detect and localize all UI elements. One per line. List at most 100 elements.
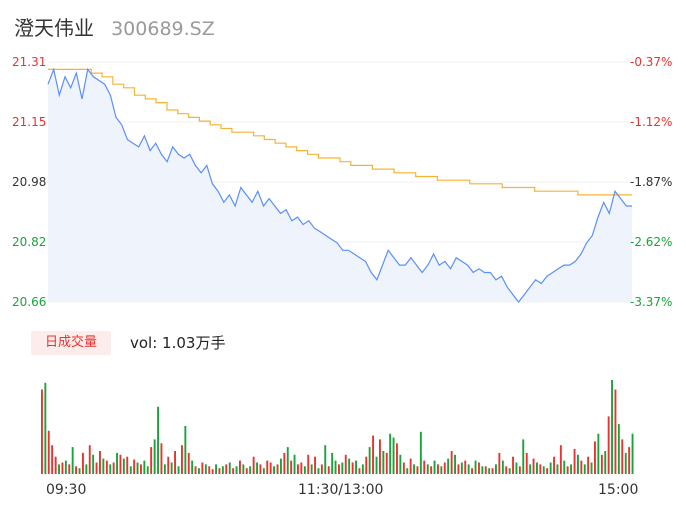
volume-bar <box>419 431 422 474</box>
volume-bar <box>498 452 501 474</box>
volume-bar <box>413 464 415 474</box>
volume-bar <box>122 458 125 474</box>
volume-bar <box>351 462 354 474</box>
volume-bar <box>273 466 275 474</box>
volume-bar <box>221 466 224 474</box>
volume-bar <box>283 452 286 474</box>
volume-bar <box>368 447 371 474</box>
volume-bar <box>51 445 54 474</box>
percent-tick-label: -2.62% <box>630 235 673 249</box>
volume-bar <box>529 464 532 474</box>
volume-bar <box>153 439 156 474</box>
volume-bar <box>454 454 456 474</box>
volume-bar <box>532 458 535 474</box>
volume-bar <box>68 464 71 474</box>
volume-bar <box>242 464 245 474</box>
volume-bar <box>389 433 392 474</box>
volume-bar <box>47 430 50 474</box>
volume-bar <box>116 452 118 474</box>
volume-bar <box>607 416 610 474</box>
volume-bar <box>464 460 467 474</box>
stock-header: 澄天伟业 300689.SZ <box>14 12 215 42</box>
volume-bar <box>566 466 569 474</box>
volume-bar <box>409 458 412 474</box>
volume-bar <box>447 458 450 474</box>
volume-bar <box>399 454 402 474</box>
volume-bar <box>146 466 149 474</box>
volume-bar <box>92 454 95 474</box>
volume-bar <box>348 458 351 474</box>
volume-bar <box>478 462 480 474</box>
volume-bar <box>266 460 269 474</box>
price-tick-label: 20.66 <box>12 295 47 309</box>
volume-bar <box>252 456 255 474</box>
volume-bar <box>542 466 545 474</box>
volume-bar <box>553 456 555 474</box>
volume-bar <box>590 462 593 474</box>
volume-bar <box>361 464 364 474</box>
volume-bar <box>515 462 518 474</box>
volume-bar <box>102 458 105 474</box>
volume-bar <box>41 389 43 474</box>
volume-bar <box>457 464 460 474</box>
volume-bar <box>204 464 207 474</box>
volume-bar <box>546 468 549 474</box>
volume-bar <box>433 460 436 474</box>
price-tick-label: 20.82 <box>12 235 47 249</box>
volume-bar <box>64 460 67 474</box>
volume-bar <box>396 443 398 474</box>
volume-bar <box>167 456 170 474</box>
volume-bar <box>372 435 374 474</box>
volume-bar <box>327 466 330 474</box>
volume-bar <box>600 454 603 474</box>
volume-bar <box>570 464 572 474</box>
time-label-midday: 11:30/13:00 <box>298 482 384 498</box>
volume-bar <box>512 456 514 474</box>
volume-bar <box>460 462 463 474</box>
volume-bar <box>75 466 77 474</box>
volume-bar <box>471 468 473 474</box>
volume-bar <box>112 462 115 474</box>
volume-bar <box>140 464 142 474</box>
volume-bar <box>181 445 183 474</box>
volume-bar <box>71 447 74 474</box>
volume-bar <box>583 464 586 474</box>
volume-bar <box>392 437 395 474</box>
price-tick-label: 20.98 <box>12 175 47 189</box>
volume-bar <box>594 441 596 474</box>
volume-bar <box>136 462 139 474</box>
volume-bar <box>430 466 433 474</box>
volume-bar <box>426 464 429 474</box>
volume-bar <box>259 464 262 474</box>
volume-bar <box>303 466 306 474</box>
volume-bar <box>239 460 241 474</box>
percent-tick-label: -1.12% <box>630 115 673 129</box>
volume-bar <box>375 456 378 474</box>
volume-text: vol: 1.03万手 <box>130 334 226 352</box>
volume-bar <box>536 462 538 474</box>
volume-bar <box>82 452 84 474</box>
volume-bar <box>556 464 559 474</box>
volume-bar <box>559 445 562 474</box>
volume-bar <box>611 379 613 474</box>
volume-bar <box>119 454 122 474</box>
volume-bar <box>177 466 180 474</box>
volume-bar <box>491 468 494 474</box>
volume-bar <box>423 460 426 474</box>
volume-bar <box>324 445 327 474</box>
volume-bar <box>501 460 504 474</box>
price-tick-label: 21.15 <box>12 115 47 129</box>
volume-bar <box>269 462 272 474</box>
volume-bar <box>320 464 323 474</box>
volume-bar <box>44 382 47 474</box>
volume-bar <box>624 452 627 474</box>
volume-bar <box>488 468 491 474</box>
volume-bar <box>245 468 248 474</box>
average-price-line <box>48 68 632 196</box>
volume-bars <box>41 379 634 474</box>
volume-bar <box>631 433 634 474</box>
volume-bar <box>563 460 566 474</box>
volume-bar <box>218 468 221 474</box>
volume-bar <box>467 464 470 474</box>
